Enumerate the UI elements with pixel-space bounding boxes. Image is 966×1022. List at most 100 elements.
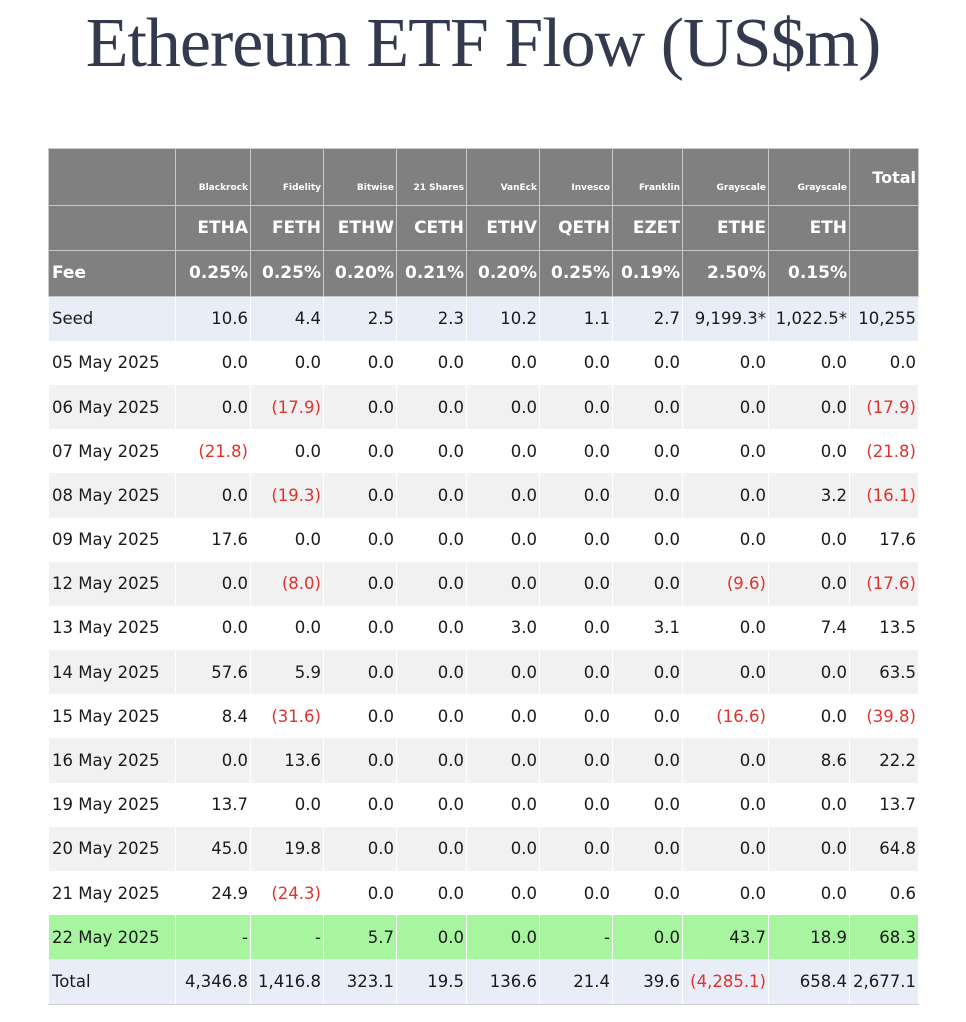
flow-cell: 0.0 [175, 340, 251, 385]
flow-cell: 4.4 [250, 296, 324, 341]
header-corner-cell [48, 147, 176, 207]
flow-cell: 0.0 [682, 473, 769, 518]
flow-cell: 21.4 [539, 959, 613, 1005]
row-total-cell: 0.6 [849, 871, 919, 916]
flow-cell: (17.9) [250, 384, 324, 430]
issuer-header: Bitwise [323, 147, 397, 207]
row-label: 16 May 2025 [48, 738, 176, 783]
flow-cell: 13.6 [250, 738, 324, 783]
fee-cell: 0.25% [539, 250, 613, 297]
total-column-header: Total [849, 147, 919, 207]
ticker-header: QETH [539, 205, 613, 252]
flow-cell: 0.0 [466, 340, 540, 385]
flow-cell: 0.0 [682, 650, 769, 695]
flow-cell: 3.0 [466, 605, 540, 651]
row-label: 05 May 2025 [48, 340, 176, 385]
flow-cell: 0.0 [612, 694, 683, 739]
issuer-header: Invesco [539, 147, 613, 207]
flow-cell: 0.0 [612, 826, 683, 871]
flow-cell: 0.0 [612, 561, 683, 606]
flow-cell: 0.0 [396, 429, 467, 474]
flow-cell: 0.0 [466, 384, 540, 430]
flow-cell: 1,022.5* [768, 296, 850, 341]
flow-cell: 0.0 [466, 782, 540, 827]
flow-cell: 57.6 [175, 650, 251, 695]
flow-cell: 0.0 [323, 782, 397, 827]
flow-cell: 0.0 [612, 782, 683, 827]
flow-cell: 0.0 [323, 650, 397, 695]
row-label: 15 May 2025 [48, 694, 176, 739]
row-label: 22 May 2025 [48, 915, 176, 960]
flow-cell: 0.0 [466, 650, 540, 695]
header-ticker-row: ETHA FETH ETHW CETH ETHV QETH EZET ETHE ETH [48, 205, 919, 252]
flow-cell: 0.0 [396, 517, 467, 562]
flow-cell: 0.0 [682, 871, 769, 916]
row-label: 08 May 2025 [48, 473, 176, 518]
issuer-header: VanEck [466, 147, 540, 207]
header-blank-cell [48, 205, 176, 252]
flow-cell: 0.0 [612, 517, 683, 562]
header-fee-row: Fee 0.25% 0.25% 0.20% 0.21% 0.20% 0.25% 0.19% 2.… [48, 250, 919, 297]
row-label: Total [48, 959, 176, 1005]
row-label: 14 May 2025 [48, 650, 176, 695]
flow-cell: 136.6 [466, 959, 540, 1005]
issuer-header: Blackrock [175, 147, 251, 207]
row-total-cell: 2,677.1 [849, 959, 919, 1005]
flow-cell: 0.0 [466, 915, 540, 960]
flow-cell: 0.0 [466, 517, 540, 562]
row-label: 21 May 2025 [48, 871, 176, 916]
row-total-cell: 22.2 [849, 738, 919, 783]
flow-cell: 0.0 [396, 915, 467, 960]
flow-cell: - [250, 915, 324, 960]
flow-cell: 43.7 [682, 915, 769, 960]
row-total-cell: 64.8 [849, 826, 919, 871]
row-total-cell: (16.1) [849, 473, 919, 518]
flow-cell: 0.0 [250, 782, 324, 827]
row-label: 20 May 2025 [48, 826, 176, 871]
table-row-latest: 22 May 2025- -5.7 0.0 0.0-0.0 43.7 18.9 68.3 [48, 915, 919, 960]
flow-cell: 0.0 [396, 384, 467, 430]
flow-cell: 0.0 [323, 429, 397, 474]
header-issuer-row: Blackrock Fidelity Bitwise 21 Shares VanEck I… [48, 147, 919, 207]
flow-cell: 17.6 [175, 517, 251, 562]
flow-cell: 0.0 [539, 561, 613, 606]
flow-cell: (8.0) [250, 561, 324, 606]
flow-cell: 0.0 [539, 340, 613, 385]
ticker-header: ETHW [323, 205, 397, 252]
flow-cell: 0.0 [612, 915, 683, 960]
flow-cell: 0.0 [323, 738, 397, 783]
flow-cell: 45.0 [175, 826, 251, 871]
flow-cell: 0.0 [175, 384, 251, 430]
flow-cell: 0.0 [768, 429, 850, 474]
fee-cell: 0.25% [175, 250, 251, 297]
flow-cell: 0.0 [612, 473, 683, 518]
flow-cell: 10.2 [466, 296, 540, 341]
flow-cell: 3.1 [612, 605, 683, 651]
etf-flow-table: Blackrock Fidelity Bitwise 21 Shares VanEck I… [48, 147, 919, 1005]
row-total-cell: (39.8) [849, 694, 919, 739]
flow-cell: 0.0 [396, 650, 467, 695]
row-total-cell: 63.5 [849, 650, 919, 695]
row-label: 06 May 2025 [48, 384, 176, 430]
flow-cell: 0.0 [539, 429, 613, 474]
flow-cell: 0.0 [768, 871, 850, 916]
page-title: Ethereum ETF Flow (US$m) [85, 5, 882, 82]
flow-cell: 2.5 [323, 296, 397, 341]
flow-cell: 0.0 [396, 782, 467, 827]
flow-cell: 18.9 [768, 915, 850, 960]
flow-cell: (4,285.1) [682, 959, 769, 1005]
flow-cell: (21.8) [175, 429, 251, 474]
ticker-header: ETHE [682, 205, 769, 252]
issuer-header: 21 Shares [396, 147, 467, 207]
flow-cell: 0.0 [323, 871, 397, 916]
flow-cell: 323.1 [323, 959, 397, 1005]
flow-cell: 0.0 [323, 340, 397, 385]
table-row: 19 May 2025 13.7 0.0 0.0 0.0 0.0 0.0 0.0 0.0 0.0 1… [48, 782, 919, 827]
flow-cell: 0.0 [396, 605, 467, 651]
flow-cell: 0.0 [612, 429, 683, 474]
flow-cell: 0.0 [323, 826, 397, 871]
flow-cell: 658.4 [768, 959, 850, 1005]
flow-cell: 0.0 [682, 605, 769, 651]
flow-cell: 1.1 [539, 296, 613, 341]
flow-cell: 0.0 [466, 871, 540, 916]
